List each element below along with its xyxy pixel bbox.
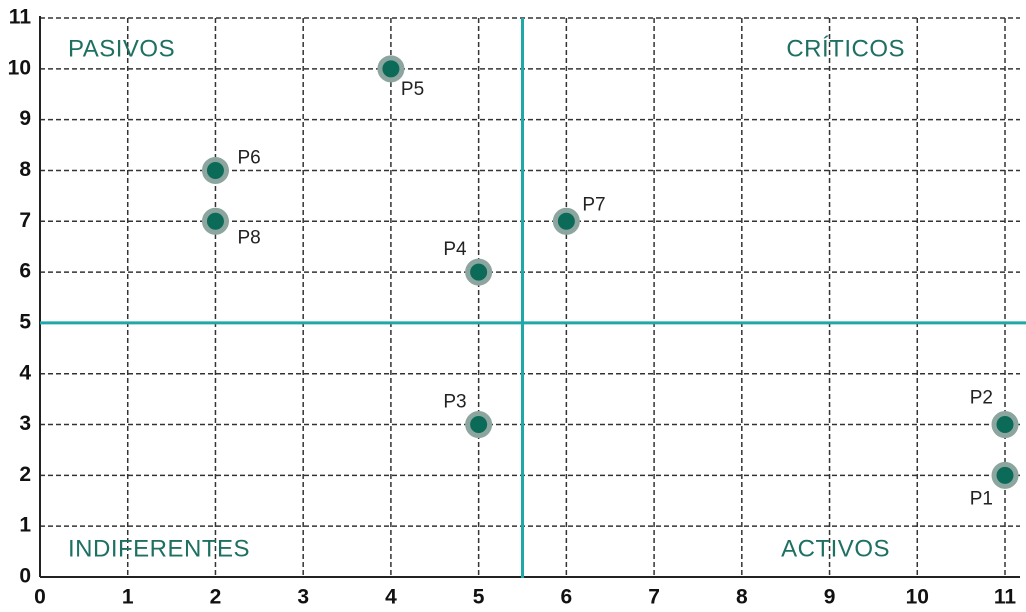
point [377,55,405,83]
y-tick-label: 11 [9,6,32,29]
point [201,207,229,235]
x-tick-label: 3 [297,586,309,609]
point-label: P3 [443,392,466,413]
point [552,207,580,235]
y-tick-label: 6 [19,260,31,283]
x-tick-label: 7 [648,586,660,609]
y-tick-label: 9 [19,107,31,130]
y-tick-label: 2 [19,463,31,486]
y-tick-label: 1 [19,514,31,537]
x-tick-label: 1 [122,586,134,609]
y-tick-label: 5 [19,310,31,333]
x-tick-label: 11 [994,586,1017,609]
x-tick-label: 9 [824,586,836,609]
x-tick-label: 6 [561,586,573,609]
y-tick-label: 7 [19,209,31,232]
y-tick-label: 8 [19,158,31,181]
y-tick-label: 0 [19,565,31,588]
point-label: P7 [582,194,605,215]
x-tick-label: 2 [210,586,222,609]
point [201,156,229,184]
point [465,258,493,286]
point [991,461,1019,489]
y-tick-label: 3 [19,412,31,435]
y-tick-label: 10 [8,56,31,79]
point-label: P4 [443,239,467,260]
x-tick-label: 0 [34,586,46,609]
quadrant-label: CRÍTICOS [786,35,905,62]
point-label: P1 [970,488,993,509]
point-label: P2 [970,388,993,409]
quadrant-label: PASIVOS [68,35,175,62]
x-tick-label: 10 [906,586,929,609]
point-label: P8 [237,227,260,248]
quadrant-label: ACTIVOS [781,535,890,562]
point [991,411,1019,439]
point-label: P6 [237,147,260,168]
x-tick-label: 5 [473,586,485,609]
y-tick-label: 4 [19,361,31,384]
x-tick-label: 4 [385,586,397,609]
point-label: P5 [401,79,424,100]
quadrant-label: INDIFERENTES [68,535,250,562]
x-tick-label: 8 [736,586,748,609]
point [465,411,493,439]
